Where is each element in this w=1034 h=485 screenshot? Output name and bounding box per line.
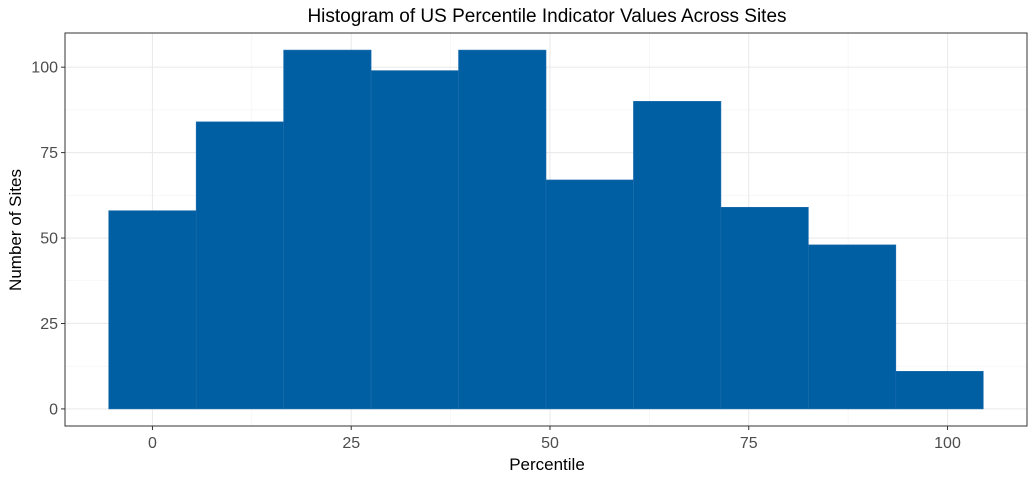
y-tick-label: 75 — [40, 145, 58, 162]
y-tick-label: 0 — [49, 401, 58, 418]
x-tick-label: 50 — [541, 435, 559, 452]
y-tick-label: 50 — [40, 231, 58, 248]
histogram-bar — [195, 121, 284, 410]
axes: 0 25 50 75 100 0 25 50 75 100 — [31, 60, 961, 452]
chart-title: Histogram of US Percentile Indicator Val… — [307, 6, 786, 27]
histogram-bar — [720, 206, 809, 410]
x-tick-label: 75 — [740, 435, 758, 452]
histogram-bar — [108, 210, 197, 410]
y-axis-label: Number of Sites — [6, 169, 25, 291]
x-axis-label: Percentile — [509, 455, 585, 474]
histogram-bar — [458, 49, 547, 410]
panel-border — [64, 32, 1028, 427]
y-tick-label: 25 — [40, 316, 58, 333]
histogram-bar — [370, 70, 459, 410]
histogram-bar — [545, 179, 634, 410]
x-tick-label: 100 — [934, 435, 961, 452]
x-tick-label: 0 — [148, 435, 157, 452]
histogram-bar — [633, 101, 722, 410]
histogram-bar — [283, 49, 372, 410]
y-tick-label: 100 — [31, 60, 58, 77]
histogram-bar — [808, 244, 897, 410]
histogram-bar — [895, 371, 984, 410]
bars — [108, 49, 984, 410]
x-tick-label: 25 — [342, 435, 360, 452]
